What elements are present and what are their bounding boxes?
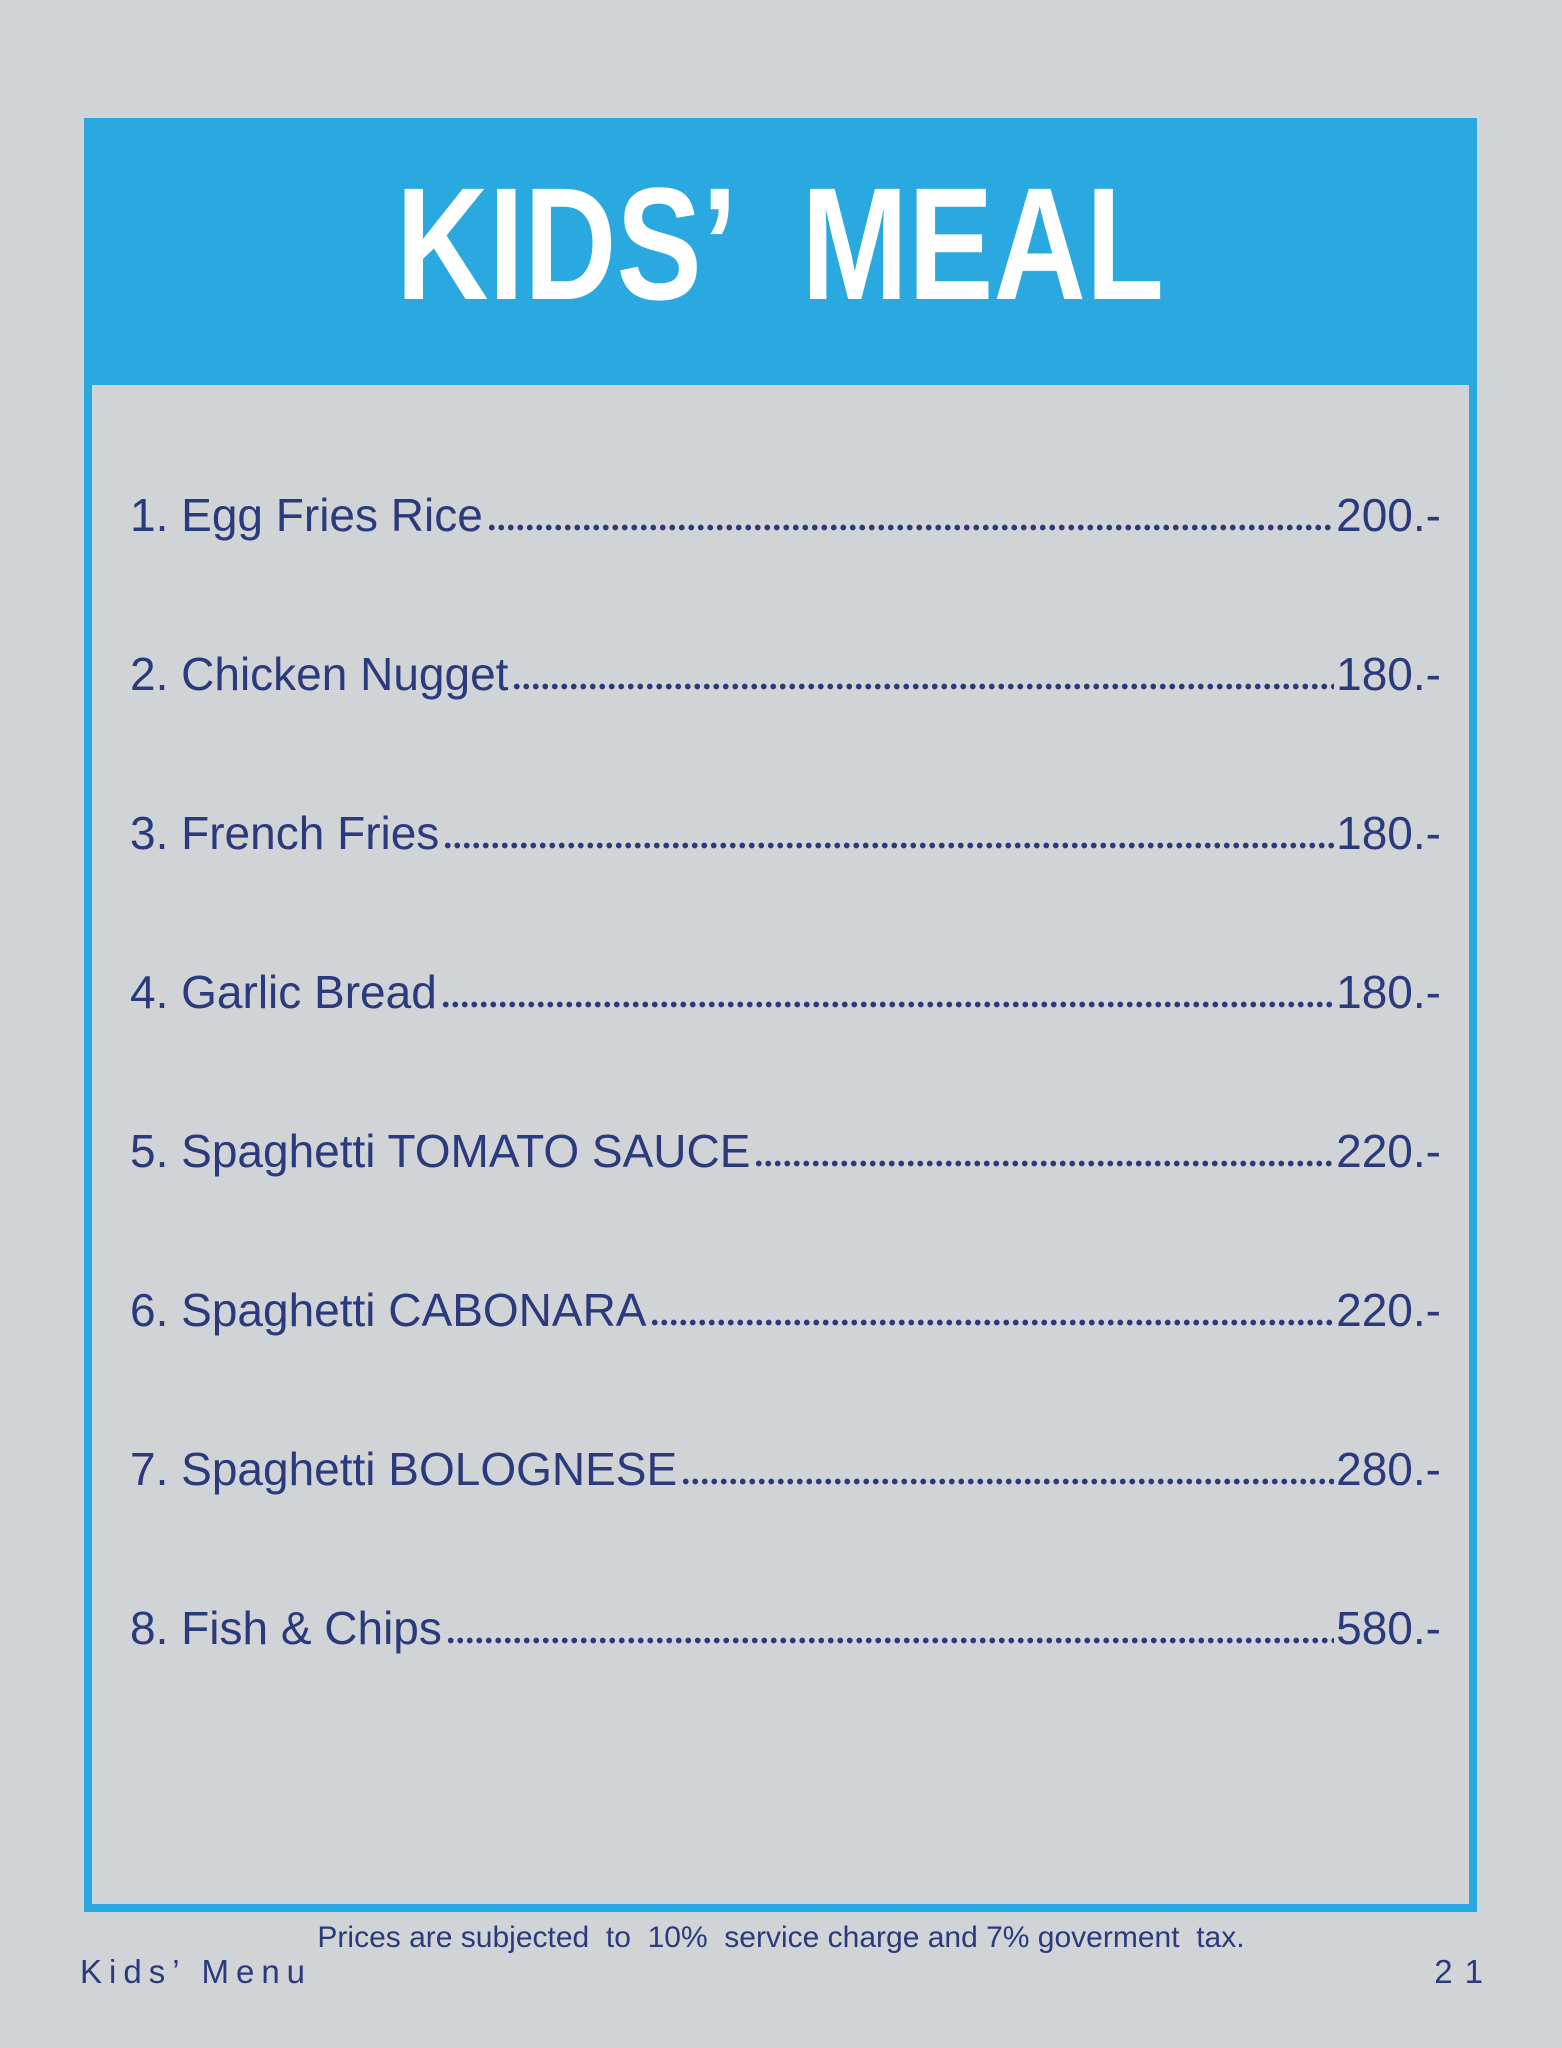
footer-menu-label: Kids’ Menu — [80, 1953, 313, 1990]
menu-item-row: 4. Garlic Bread 180.- — [130, 964, 1441, 1020]
item-label: 3. French Fries — [130, 807, 440, 859]
item-price: 280.- — [1336, 1443, 1441, 1495]
item-label: 7. Spaghetti BOLOGNESE — [130, 1443, 678, 1495]
menu-list: 1. Egg Fries Rice 200.- 2. Chicken Nugget 1… — [84, 385, 1477, 1912]
title-band: KIDS’ MEAL — [84, 118, 1477, 385]
item-label: 8. Fish & Chips — [130, 1602, 442, 1654]
item-price: 180.- — [1336, 807, 1441, 859]
dotted-leader — [681, 1478, 1335, 1485]
item-price: 180.- — [1336, 648, 1441, 700]
dotted-leader — [443, 842, 1335, 849]
item-label: 2. Chicken Nugget — [130, 648, 509, 700]
item-label: 6. Spaghetti CABONARA — [130, 1284, 647, 1336]
dotted-leader — [440, 1001, 1335, 1008]
menu-item-row: 8. Fish & Chips 580.- — [130, 1600, 1441, 1656]
footer-page-number: 21 — [1434, 1953, 1495, 1990]
page-title: KIDS’ MEAL — [396, 153, 1165, 333]
menu-item-row: 6. Spaghetti CABONARA 220.- — [130, 1282, 1441, 1338]
dotted-leader — [754, 1160, 1335, 1167]
item-label: 1. Egg Fries Rice — [130, 489, 483, 541]
dotted-leader — [486, 524, 1335, 531]
menu-item-row: 1. Egg Fries Rice 200.- — [130, 487, 1441, 543]
dotted-leader — [650, 1319, 1335, 1326]
menu-item-row: 3. French Fries 180.- — [130, 805, 1441, 861]
service-charge-note: Prices are subjected to 10% service char… — [317, 1921, 1245, 1954]
item-price: 580.- — [1336, 1602, 1441, 1654]
dotted-leader — [445, 1637, 1335, 1644]
item-price: 220.- — [1336, 1125, 1441, 1177]
menu-item-row: 2. Chicken Nugget 180.- — [130, 646, 1441, 702]
dotted-leader — [512, 683, 1335, 690]
menu-item-row: 7. Spaghetti BOLOGNESE 280.- — [130, 1441, 1441, 1497]
item-label: 5. Spaghetti TOMATO SAUCE — [130, 1125, 751, 1177]
item-price: 220.- — [1336, 1284, 1441, 1336]
item-label: 4. Garlic Bread — [130, 966, 437, 1018]
menu-item-row: 5. Spaghetti TOMATO SAUCE 220.- — [130, 1123, 1441, 1179]
item-price: 180.- — [1336, 966, 1441, 1018]
menu-card: KIDS’ MEAL 1. Egg Fries Rice 200.- 2. Chic… — [84, 118, 1477, 1912]
item-price: 200.- — [1336, 489, 1441, 541]
